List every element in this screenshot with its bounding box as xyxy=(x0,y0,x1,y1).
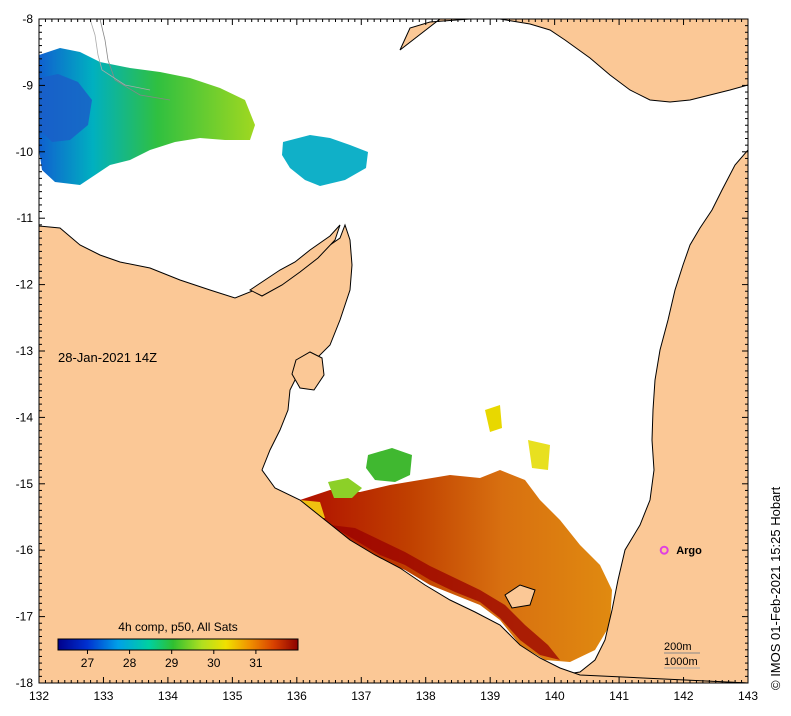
lon-tick-label: 134 xyxy=(158,689,178,703)
lon-tick-label: 133 xyxy=(93,689,113,703)
sst-gulf-yellow-patch xyxy=(485,405,502,432)
sst-gulf-yellow-patch-2 xyxy=(528,440,550,470)
sst-north-patch xyxy=(39,48,255,185)
lon-tick-label: 141 xyxy=(609,689,629,703)
axis-ticks: 132 133 134 135 136 137 138 139 140 141 142 143 -8 -9… xyxy=(16,12,759,703)
sst-gulf-warm-band xyxy=(300,470,612,662)
depth-legend: 200m 1000m xyxy=(664,641,700,669)
depth-contour-1000m xyxy=(89,19,151,91)
lat-tick-label: -18 xyxy=(16,676,34,690)
colorbar-gradient xyxy=(57,638,299,651)
colorbar-tick-label: 30 xyxy=(207,656,221,670)
land-wessel-islands xyxy=(249,224,341,297)
sst-gulf-hot-coast xyxy=(330,525,560,660)
lon-tick-label: 142 xyxy=(674,689,694,703)
colorbar-title: 4h comp, p50, All Sats xyxy=(118,620,237,634)
imos-credit: © IMOS 01-Feb-2021 15:25 Hobart xyxy=(768,486,783,690)
colorbar: 4h comp, p50, All Sats 27 28 29 30 31 xyxy=(57,620,299,670)
sst-gulf-green-patch xyxy=(366,448,412,482)
lat-tick-label: -9 xyxy=(22,78,33,92)
lat-tick-label: -11 xyxy=(17,211,34,225)
lon-tick-label: 135 xyxy=(222,689,242,703)
colorbar-tick-label: 29 xyxy=(165,656,179,670)
sst-north-east-patch xyxy=(282,135,368,186)
lon-tick-label: 137 xyxy=(351,689,371,703)
argo-marker: Argo xyxy=(659,545,702,557)
land-cape-york xyxy=(559,149,748,683)
depth-legend-200m: 200m xyxy=(664,641,692,653)
lon-tick-label: 143 xyxy=(738,689,758,703)
sst-north-cool-core xyxy=(40,74,92,142)
depth-legend-1000m: 1000m xyxy=(664,656,698,668)
colorbar-ticks: 27 28 29 30 31 xyxy=(81,650,263,670)
lat-tick-label: -16 xyxy=(16,543,34,557)
sst-gulf-green-patch-2 xyxy=(328,478,362,498)
lat-tick-label: -14 xyxy=(16,410,34,424)
lon-tick-label: 136 xyxy=(287,689,307,703)
lat-tick-label: -8 xyxy=(22,12,33,26)
land-groote-eylandt xyxy=(291,351,325,391)
colorbar-tick-label: 27 xyxy=(81,656,95,670)
colorbar-tick-label: 31 xyxy=(249,656,263,670)
depth-contour-200m xyxy=(99,19,171,101)
land-mornington-island xyxy=(504,584,536,609)
colorbar-tick-label: 28 xyxy=(123,656,137,670)
argo-label: Argo xyxy=(676,545,702,557)
lon-tick-label: 139 xyxy=(480,689,500,703)
argo-dot xyxy=(659,545,669,555)
lat-tick-label: -13 xyxy=(16,344,34,358)
lon-tick-label: 140 xyxy=(545,689,565,703)
lon-tick-label: 138 xyxy=(416,689,436,703)
lon-tick-label: 132 xyxy=(29,689,49,703)
lat-tick-label: -12 xyxy=(16,278,34,292)
timestamp-label: 28-Jan-2021 14Z xyxy=(58,350,157,365)
lat-tick-label: -10 xyxy=(16,145,34,159)
lat-tick-label: -15 xyxy=(16,477,34,491)
lat-tick-label: -17 xyxy=(16,610,34,624)
